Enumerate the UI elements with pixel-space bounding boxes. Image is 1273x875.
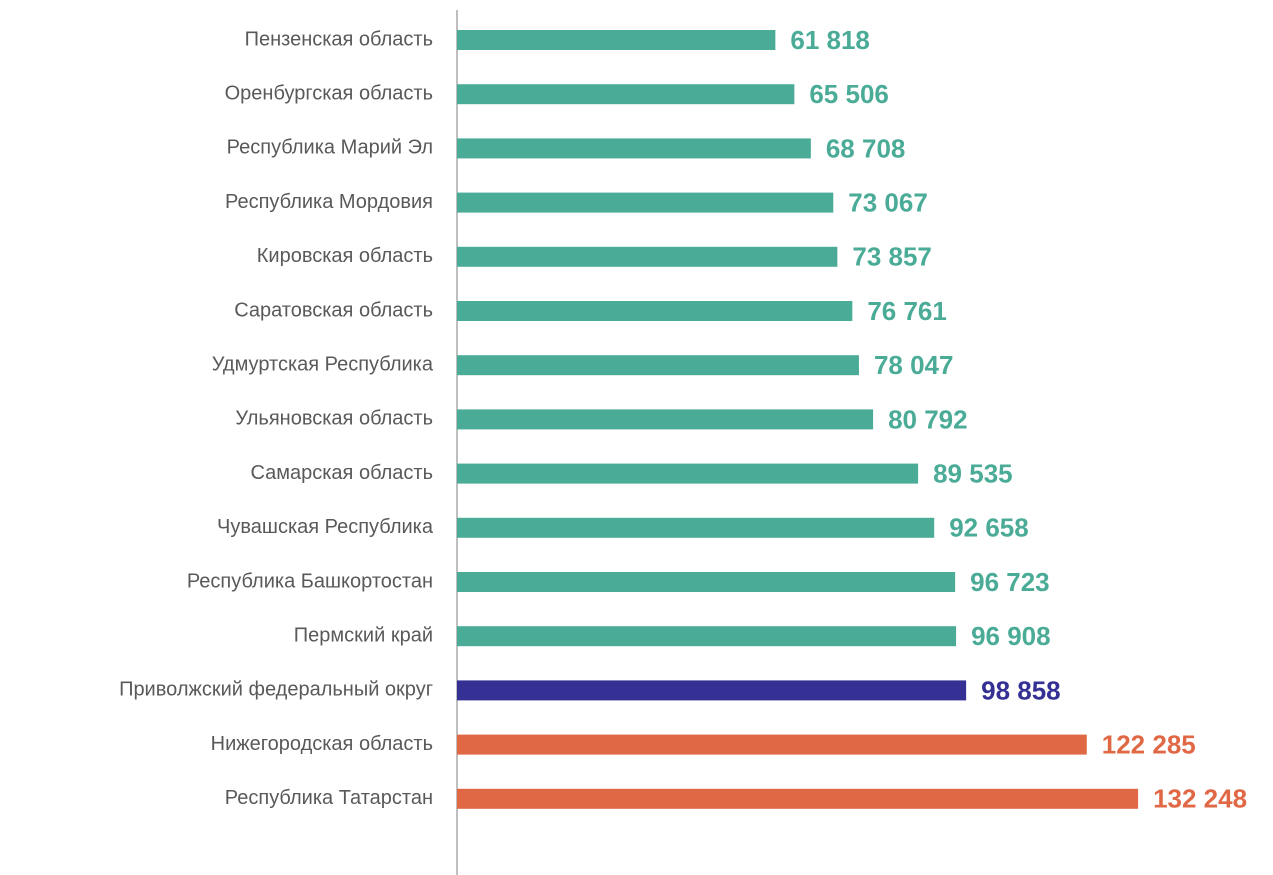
data-label: 61 818 — [790, 25, 870, 55]
data-label: 80 792 — [888, 404, 968, 434]
y-tick-label: Чувашская Республика — [217, 516, 434, 538]
y-tick-label: Республика Марий Эл — [227, 137, 433, 159]
bar — [457, 138, 811, 159]
y-tick-label: Пермский край — [294, 624, 433, 646]
data-label: 73 067 — [848, 187, 928, 217]
data-label: 68 708 — [826, 133, 906, 163]
y-tick-label: Самарская область — [250, 462, 433, 484]
bar — [457, 734, 1087, 755]
y-tick-label: Оренбургская область — [225, 82, 433, 104]
data-label: 89 535 — [933, 458, 1013, 488]
data-label: 73 857 — [852, 242, 932, 272]
y-tick-label: Приволжский федеральный округ — [119, 679, 433, 701]
bar — [457, 84, 795, 105]
y-tick-label: Саратовская область — [234, 299, 433, 321]
data-label: 76 761 — [867, 296, 947, 326]
bar — [457, 626, 957, 647]
y-tick-label: Республика Татарстан — [225, 787, 433, 809]
bar — [457, 517, 935, 538]
bar — [457, 246, 838, 267]
bar — [457, 463, 919, 484]
bar — [457, 355, 859, 376]
bar — [457, 788, 1139, 809]
data-label: 122 285 — [1102, 729, 1196, 759]
y-tick-label: Нижегородская область — [211, 733, 433, 755]
y-tick-label: Кировская область — [257, 245, 433, 267]
y-tick-label: Ульяновская область — [235, 408, 433, 430]
y-tick-label: Удмуртская Республика — [212, 353, 434, 375]
bar — [457, 409, 874, 430]
bar — [457, 192, 834, 213]
y-tick-label: Пензенская область — [245, 28, 433, 50]
data-label: 132 248 — [1153, 784, 1247, 814]
data-label: 92 658 — [949, 513, 1029, 543]
data-label: 96 723 — [970, 567, 1050, 597]
bar — [457, 572, 956, 592]
y-tick-label: Республика Мордовия — [225, 191, 433, 213]
y-tick-label: Республика Башкортостан — [187, 570, 433, 592]
data-label: 98 858 — [981, 675, 1061, 705]
bar — [457, 301, 853, 321]
data-label: 96 908 — [971, 621, 1051, 651]
bar — [457, 30, 776, 50]
bar — [457, 680, 967, 701]
data-label: 65 506 — [809, 79, 889, 109]
data-label: 78 047 — [874, 350, 954, 380]
